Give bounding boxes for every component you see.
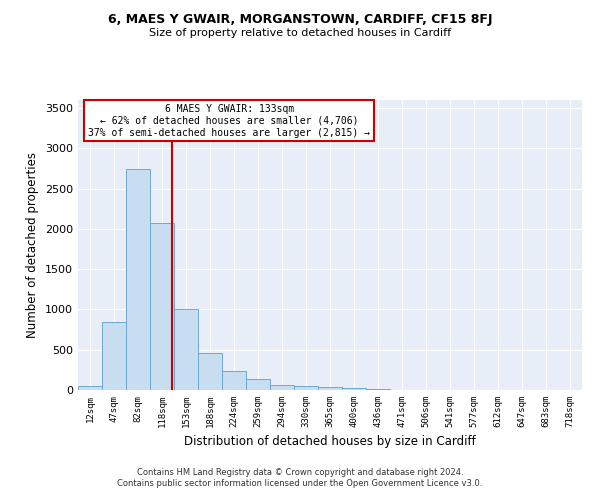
Y-axis label: Number of detached properties: Number of detached properties <box>26 152 40 338</box>
Text: 6, MAES Y GWAIR, MORGANSTOWN, CARDIFF, CF15 8FJ: 6, MAES Y GWAIR, MORGANSTOWN, CARDIFF, C… <box>108 12 492 26</box>
Bar <box>318 387 342 390</box>
Bar <box>102 322 126 390</box>
Bar <box>294 386 318 390</box>
Bar <box>342 388 366 390</box>
Bar <box>126 170 150 390</box>
Text: 6 MAES Y GWAIR: 133sqm
← 62% of detached houses are smaller (4,706)
37% of semi-: 6 MAES Y GWAIR: 133sqm ← 62% of detached… <box>88 104 370 138</box>
X-axis label: Distribution of detached houses by size in Cardiff: Distribution of detached houses by size … <box>184 436 476 448</box>
Bar <box>150 223 174 390</box>
Bar <box>174 308 198 390</box>
Bar <box>270 385 294 390</box>
Bar <box>198 354 222 390</box>
Text: Size of property relative to detached houses in Cardiff: Size of property relative to detached ho… <box>149 28 451 38</box>
Bar <box>246 378 270 390</box>
Bar <box>78 386 102 390</box>
Bar <box>222 372 246 390</box>
Text: Contains HM Land Registry data © Crown copyright and database right 2024.
Contai: Contains HM Land Registry data © Crown c… <box>118 468 482 487</box>
Bar <box>366 389 390 390</box>
